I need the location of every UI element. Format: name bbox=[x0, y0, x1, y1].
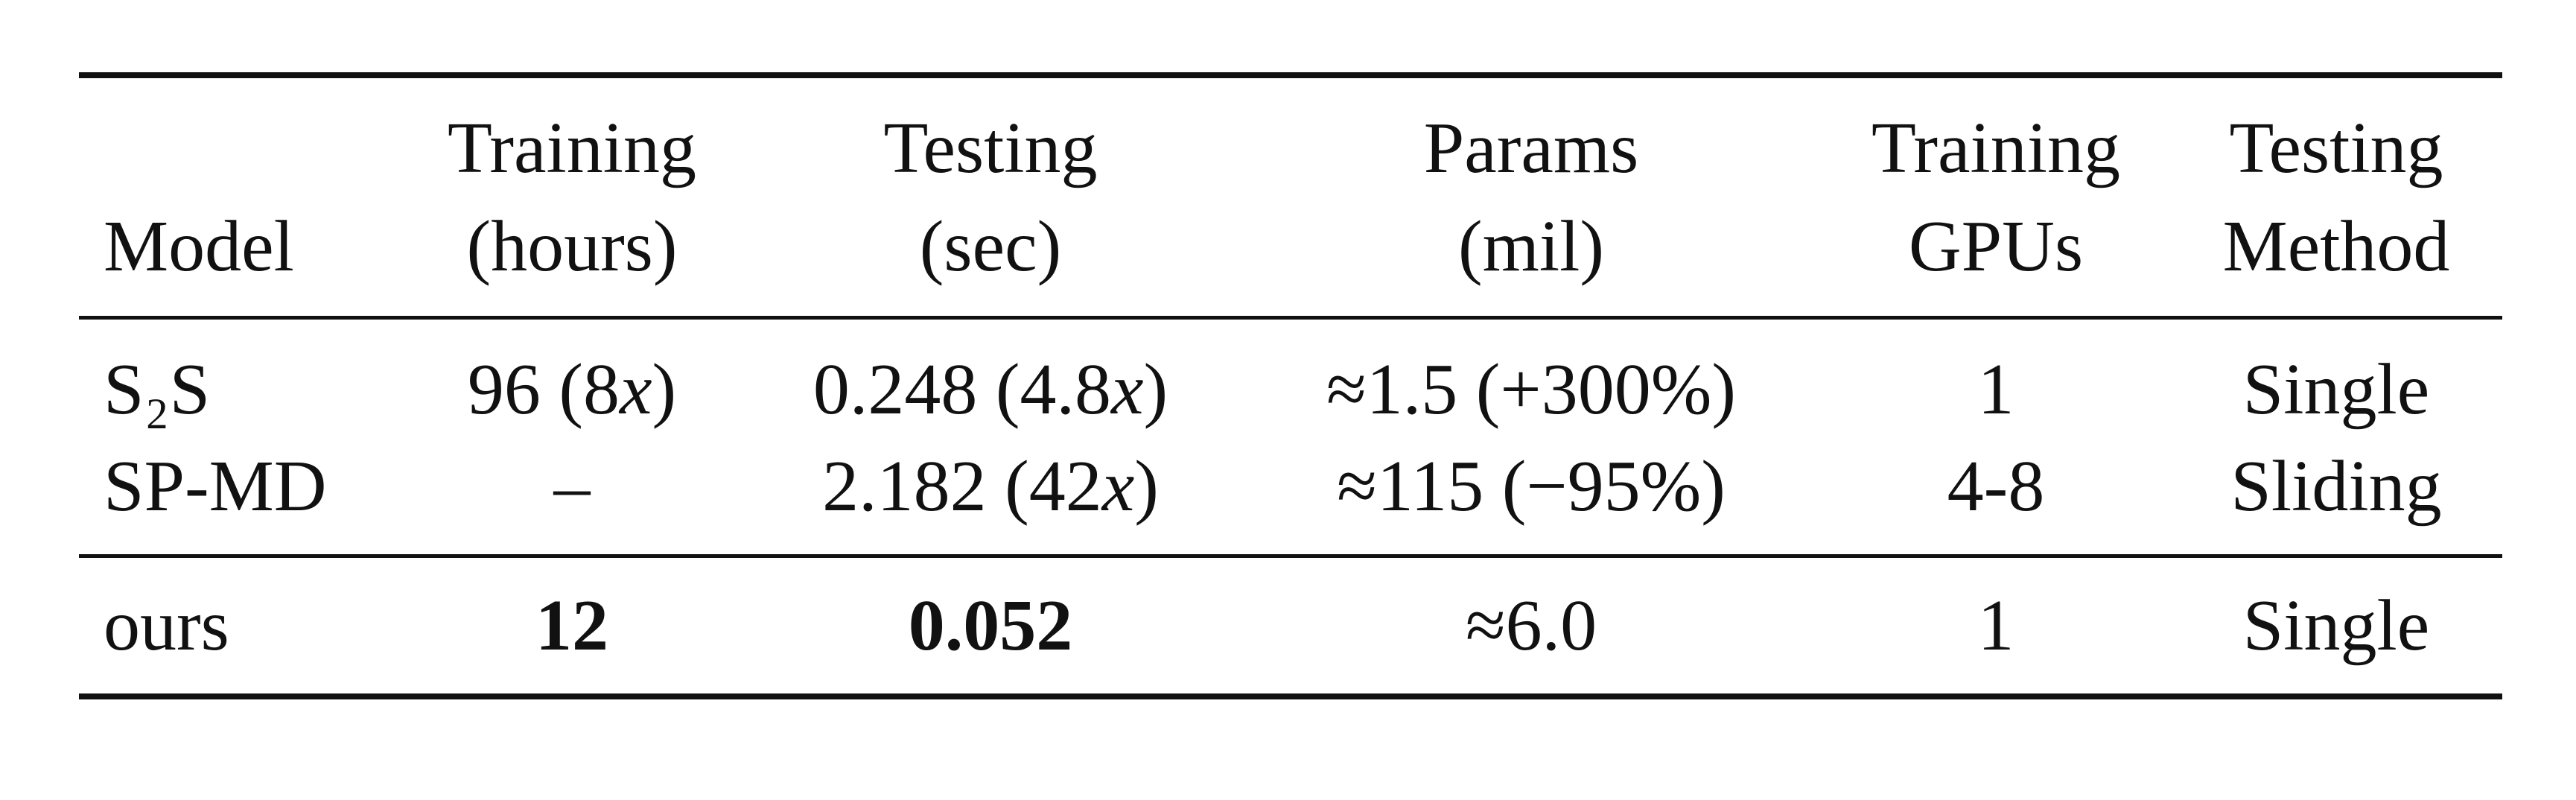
bottom-rule bbox=[79, 693, 2502, 699]
group-rule bbox=[79, 554, 2502, 558]
table-cell: Single bbox=[2242, 349, 2430, 430]
header-cell: (sec) bbox=[919, 206, 1062, 287]
table-cell: 0.052 bbox=[908, 585, 1073, 666]
table-cell: Single bbox=[2242, 585, 2430, 666]
header-cell: Training bbox=[447, 108, 697, 188]
table-cell: 1 bbox=[1977, 349, 2014, 430]
header-rule bbox=[79, 316, 2502, 320]
header-cell: Training bbox=[1871, 108, 2121, 188]
table-cell: 2.182 (42x) bbox=[822, 446, 1159, 527]
table-cell: Sliding bbox=[2230, 446, 2442, 527]
table-cell: SP-MD bbox=[104, 446, 327, 527]
header-cell: Method bbox=[2222, 206, 2450, 287]
table-cell: 1 bbox=[1977, 585, 2014, 666]
header-cell: Model bbox=[104, 206, 294, 287]
table-cell: ≈1.5 (+300%) bbox=[1326, 349, 1736, 430]
header-cell: Params bbox=[1423, 108, 1639, 188]
header-cell: Testing bbox=[883, 108, 1098, 188]
table-cell: 4-8 bbox=[1947, 446, 2045, 527]
table-cell: 12 bbox=[535, 585, 608, 666]
header-cell: (mil) bbox=[1458, 206, 1604, 287]
table-cell: ≈115 (−95%) bbox=[1337, 446, 1726, 527]
top-rule bbox=[79, 72, 2502, 78]
table-cell: – bbox=[553, 446, 591, 527]
header-cell: GPUs bbox=[1908, 206, 2084, 287]
table-cell: ours bbox=[104, 585, 229, 666]
header-cell: Testing bbox=[2229, 108, 2443, 188]
table-cell: 0.248 (4.8x) bbox=[812, 349, 1168, 430]
table-cell: ≈6.0 bbox=[1465, 585, 1597, 666]
table-cell: S₂S bbox=[104, 349, 211, 430]
header-cell: (hours) bbox=[466, 206, 678, 287]
table-cell: 96 (8x) bbox=[467, 349, 677, 430]
